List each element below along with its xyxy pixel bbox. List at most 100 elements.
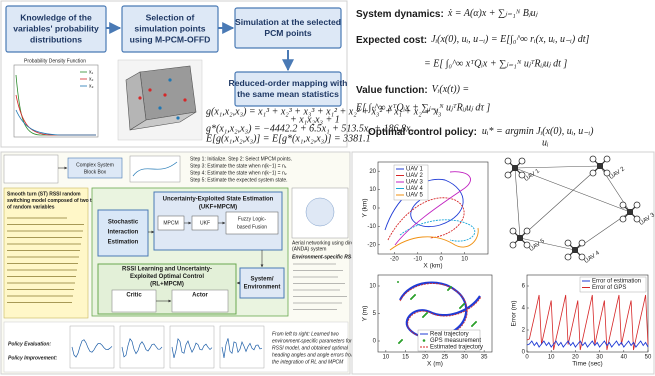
legend-label: Estimated trajectory [430, 345, 483, 351]
argmin-subscript: uᵢ [542, 137, 549, 148]
x-tick-label: 30 [596, 355, 603, 361]
gps-point [426, 312, 428, 314]
x-tick-label: 50 [645, 355, 652, 361]
x-tick-label: 10 [461, 257, 468, 263]
gps-point [414, 294, 416, 296]
stochastic-line: Stochastic [108, 220, 139, 226]
box-text: the same mean statistics [237, 89, 339, 99]
page: Uncertainty-exploited multi-UAV framewor… [0, 0, 655, 376]
label: Optimal control policy: [368, 127, 477, 138]
label: System dynamics: [356, 9, 444, 20]
cube-point [168, 78, 171, 81]
strip-plot [70, 326, 114, 368]
rotor [579, 240, 585, 246]
note-line: the integration of RL and MPCM [272, 359, 344, 365]
strip-plot [220, 326, 264, 368]
steps: Step 1: Initialize. Step 2: Select MPCM … [190, 156, 292, 183]
formulation: System dynamics:ẋ = A(α)x + ∑ⱼ₌₁ᴺ Bⱼuⱼ E… [355, 8, 594, 148]
pdf-plot: Probability Density Function x₁x₂x₃ [14, 58, 98, 137]
x-tick-label: 25 [441, 355, 448, 361]
cube-point [138, 96, 141, 99]
box-text: variables' probability [13, 23, 99, 33]
legend-label: x₃ [89, 83, 94, 89]
note-line: environment-specific parameters for [272, 338, 352, 344]
pcm-cube [118, 60, 202, 140]
legend-label: x₁ [89, 69, 94, 75]
drone-body [627, 209, 633, 215]
x-tick-label: -10 [413, 257, 422, 263]
y-tick-label: -20 [367, 242, 376, 248]
y-tick-label: 10 [369, 187, 376, 193]
control-line: Exploited Optimal Control [130, 274, 204, 280]
stochastic-line: Estimation [108, 240, 139, 246]
step: Step 3: Estimate the state when n(k−1) =… [190, 163, 287, 169]
pdf-title: Probability Density Function [24, 58, 86, 64]
rotor [620, 202, 626, 208]
policy-improve: Policy Improvement: [8, 355, 58, 361]
y-tick-label: -10 [367, 224, 376, 230]
legend-label: x₂ [89, 76, 94, 82]
legend-swatch [423, 339, 426, 342]
note-line: From left to right: Learned two [272, 331, 339, 337]
note-line: RSSI model, and obtained optimal [272, 345, 349, 351]
block-label: Complex System [76, 162, 114, 168]
legend-label: Error of estimation [592, 279, 641, 285]
box-text: using M-PCM-OFFD [130, 34, 211, 44]
legend-label: Real trajectory [430, 332, 469, 338]
drone-body [517, 235, 523, 241]
cube-point [148, 88, 151, 91]
y-axis-label: Y (m) [362, 306, 369, 322]
system-line: Environment [244, 285, 281, 291]
eq-line: System dynamics:ẋ = A(α)x + ∑ⱼ₌₁ᴺ Bⱼuⱼ [356, 8, 539, 19]
state-line: Uncertainty-Exploited State Estimation [163, 197, 274, 203]
legend-label: UAV 2 [406, 173, 424, 179]
x-tick-label: 15 [402, 355, 409, 361]
box-text: distributions [30, 34, 82, 44]
gps-point [397, 281, 399, 283]
y-axis-label: Error (m) [511, 301, 518, 327]
model-line: switching model composed of two types [7, 198, 103, 204]
cube-face [140, 66, 196, 120]
box-text: simulation points [134, 23, 205, 33]
box-text: Simulation at the selected [235, 17, 341, 27]
equation: uᵢ* = argmin Jᵢ(x(0), uᵢ, u₋ᵢ) [482, 126, 594, 137]
rotor [505, 158, 511, 164]
rotor [510, 242, 516, 248]
legend-label: GPS measurement [430, 338, 481, 344]
block-label: MPCM [163, 220, 178, 226]
block-label: Fuzzy Logic- [238, 216, 267, 222]
page-body: { "pipeline": { "boxes": [ {"lines": ["K… [0, 0, 655, 376]
legend-label: UAV 1 [406, 167, 424, 173]
block-label: Block Box [84, 169, 107, 175]
x-tick-label: 20 [572, 355, 579, 361]
step: Step 5: Estimate the expected system sta… [190, 177, 288, 183]
rotor [604, 156, 610, 162]
x-axis-label: Time (sec) [572, 361, 602, 368]
box-text: Reduced-order mapping with [229, 78, 348, 88]
model-line: Smooth turn (ST) RSSI random [7, 191, 81, 197]
critic-label: Critic [126, 293, 142, 299]
state-line: (UKF+MPCM) [199, 205, 237, 211]
pdf-frame [14, 65, 98, 137]
equation: E[g(x₁,x₂,x₃)] = E[g*(x₁,x₂,x₃)] = 3381.… [205, 133, 371, 144]
policy-eval: Policy Evaluation: [8, 341, 51, 347]
gps-point [475, 321, 477, 323]
rotor [565, 254, 571, 260]
equation: E[ ∫ₜ^∞ xᵀQᵢx + ∑ⱼ₌₁ᴺ uⱼᵀRᵢⱼuⱼ dτ ] [355, 102, 490, 113]
eq-line: Value function:Vᵢ(x(t)) = [356, 84, 469, 95]
control-line: (RL+MPCM) [150, 282, 184, 288]
legend-label: UAV 3 [406, 180, 424, 186]
system-box [240, 268, 284, 298]
rotor [565, 240, 571, 246]
step: Step 1: Initialize. Step 2: Select MPCM … [190, 156, 292, 162]
x-axis-label: X (km) [423, 263, 442, 270]
drone-body [597, 163, 603, 169]
label: Value function: [356, 85, 428, 96]
legend-label: Error of GPS [592, 285, 626, 291]
gps-point [463, 303, 465, 305]
gps-point [450, 286, 452, 288]
note-line: heading angles and angle errors from [272, 352, 355, 358]
y-axis-label: Y (km) [362, 198, 369, 217]
x-tick-label: 35 [481, 355, 488, 361]
